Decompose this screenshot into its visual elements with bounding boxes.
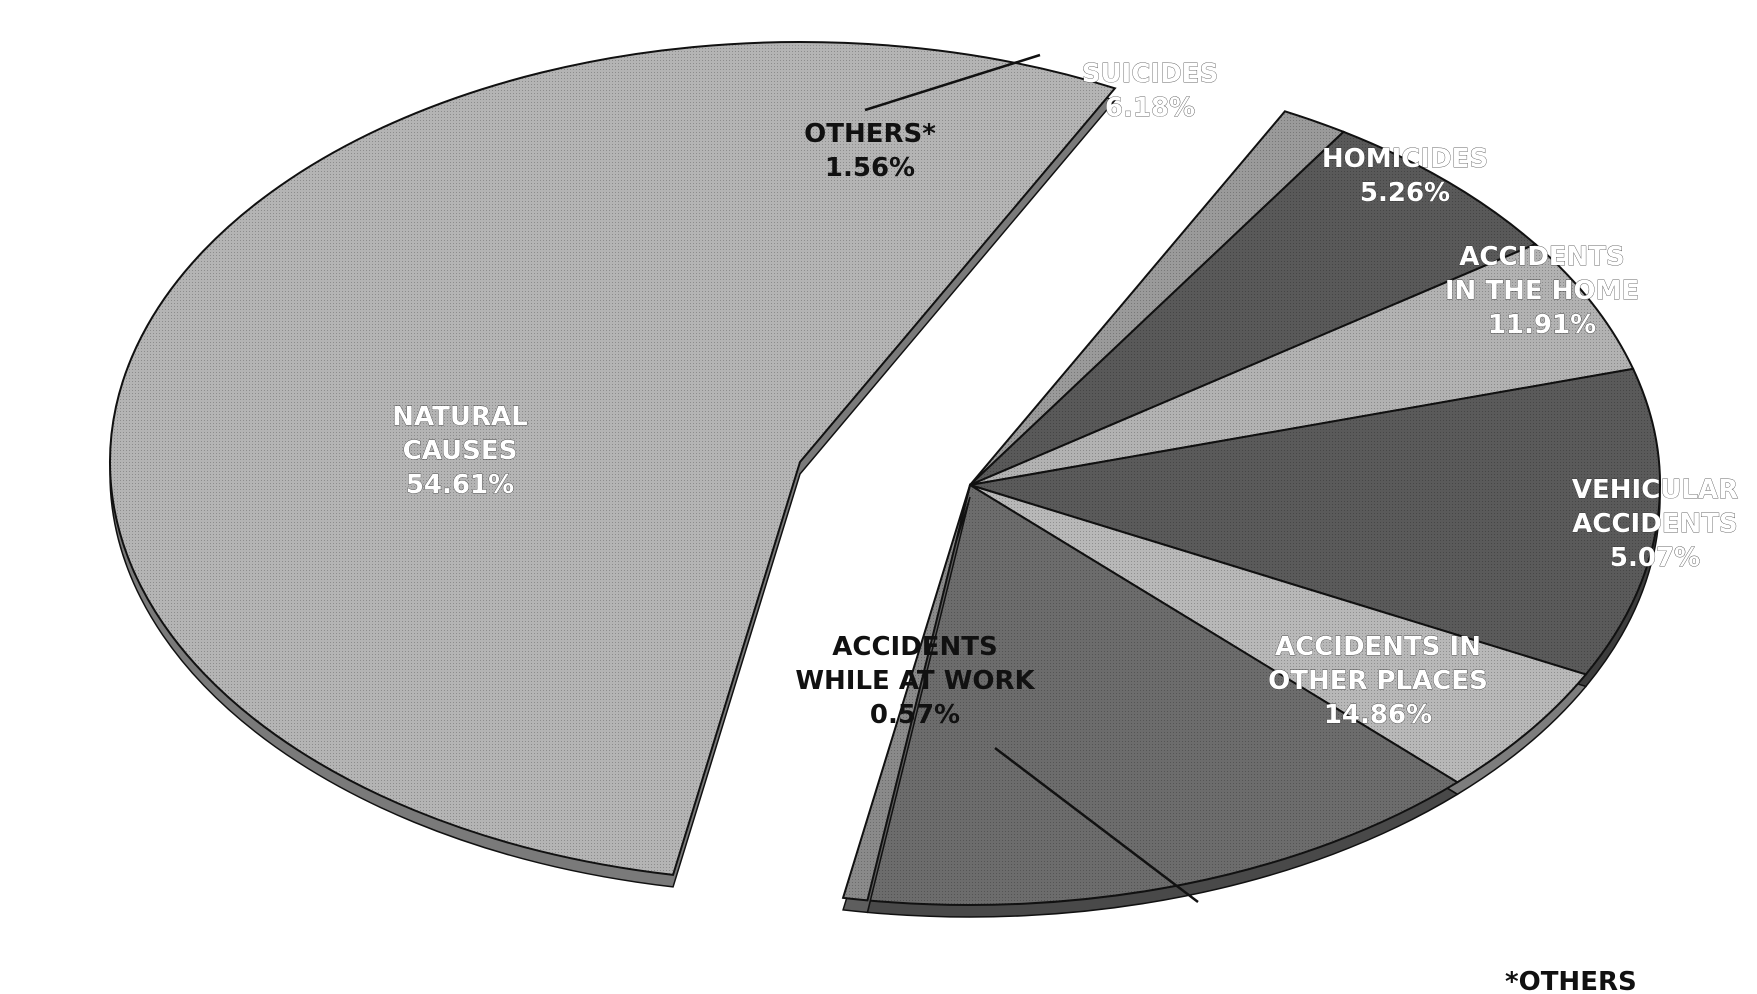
- leader-line-accidents-while-at-work: [994, 747, 1199, 903]
- slice-label-line: IN THE HOME: [1445, 276, 1639, 306]
- slice-label-line: OTHERS*: [804, 119, 936, 149]
- slice-label-natural-causes: NATURAL CAUSES 54.61%: [392, 402, 527, 500]
- slice-label-homicides: HOMICIDES 5.26%: [1322, 144, 1488, 208]
- slice-label-line: ACCIDENTS: [1572, 509, 1738, 539]
- slice-label-suicides: SUICIDES 6.18%: [1082, 59, 1218, 123]
- pie-slice-accidents-in-other-places: [866, 483, 1460, 918]
- slice-label-line: 0.57%: [870, 700, 960, 730]
- pie-slice-accidents-in-the-home: [969, 367, 1661, 688]
- slice-label-line: 5.07%: [1610, 543, 1700, 573]
- slice-label-line: 14.86%: [1324, 700, 1432, 730]
- leader-line-others: [864, 53, 1041, 112]
- slice-label-line: OTHER PLACES: [1268, 666, 1488, 696]
- pie-slice-homicides: [969, 243, 1635, 498]
- slice-label-line: 54.61%: [406, 470, 514, 500]
- slice-label-line: 1.56%: [825, 153, 915, 183]
- pie-slice-natural-causes: [108, 40, 1117, 888]
- slice-label-line: ACCIDENTS IN: [1275, 632, 1481, 662]
- pie-slice-texture: [970, 111, 1344, 486]
- pie-slice-texture: [867, 485, 1458, 905]
- slice-label-line: WHILE AT WORK: [795, 666, 1035, 696]
- slice-label-line: HOMICIDES: [1322, 144, 1488, 174]
- pie-slice-vehicular-accidents: [969, 484, 1588, 796]
- slice-label-line: 5.26%: [1360, 178, 1450, 208]
- slice-label-line: NATURAL: [392, 402, 527, 432]
- slice-label-vehicular-accidents: VEHICULAR ACCIDENTS 5.07%: [1572, 475, 1738, 573]
- slice-label-line: ACCIDENTS: [1459, 242, 1625, 272]
- slice-label-line: 6.18%: [1105, 93, 1195, 123]
- pie-slice-texture: [109, 41, 1115, 875]
- pie-slice-texture: [970, 485, 1586, 783]
- pie-slice-texture: [843, 485, 970, 901]
- slice-label-accidents-in-other-places: ACCIDENTS IN OTHER PLACES 14.86%: [1268, 632, 1488, 730]
- pie-slice-texture: [970, 131, 1536, 485]
- slice-label-accidents-while-at-work: ACCIDENTS WHILE AT WORK 0.57%: [795, 632, 1035, 730]
- slice-label-line: CAUSES: [403, 436, 518, 466]
- footnote-text: *OTHERS: [1505, 967, 1637, 994]
- slice-label-accidents-in-the-home: ACCIDENTS IN THE HOME 11.91%: [1445, 242, 1639, 340]
- pie-slice-texture: [970, 244, 1634, 485]
- slice-label-line: ACCIDENTS: [832, 632, 998, 662]
- pie-slice-texture: [970, 368, 1660, 675]
- slice-label-line: 11.91%: [1488, 310, 1596, 340]
- pie-slice-accidents-while-at-work: [841, 484, 971, 914]
- slice-label-others: OTHERS* 1.56%: [804, 119, 936, 183]
- slice-label-line: VEHICULAR: [1572, 475, 1738, 505]
- slice-label-line: SUICIDES: [1082, 59, 1218, 89]
- pie-slice-suicides: [969, 130, 1538, 498]
